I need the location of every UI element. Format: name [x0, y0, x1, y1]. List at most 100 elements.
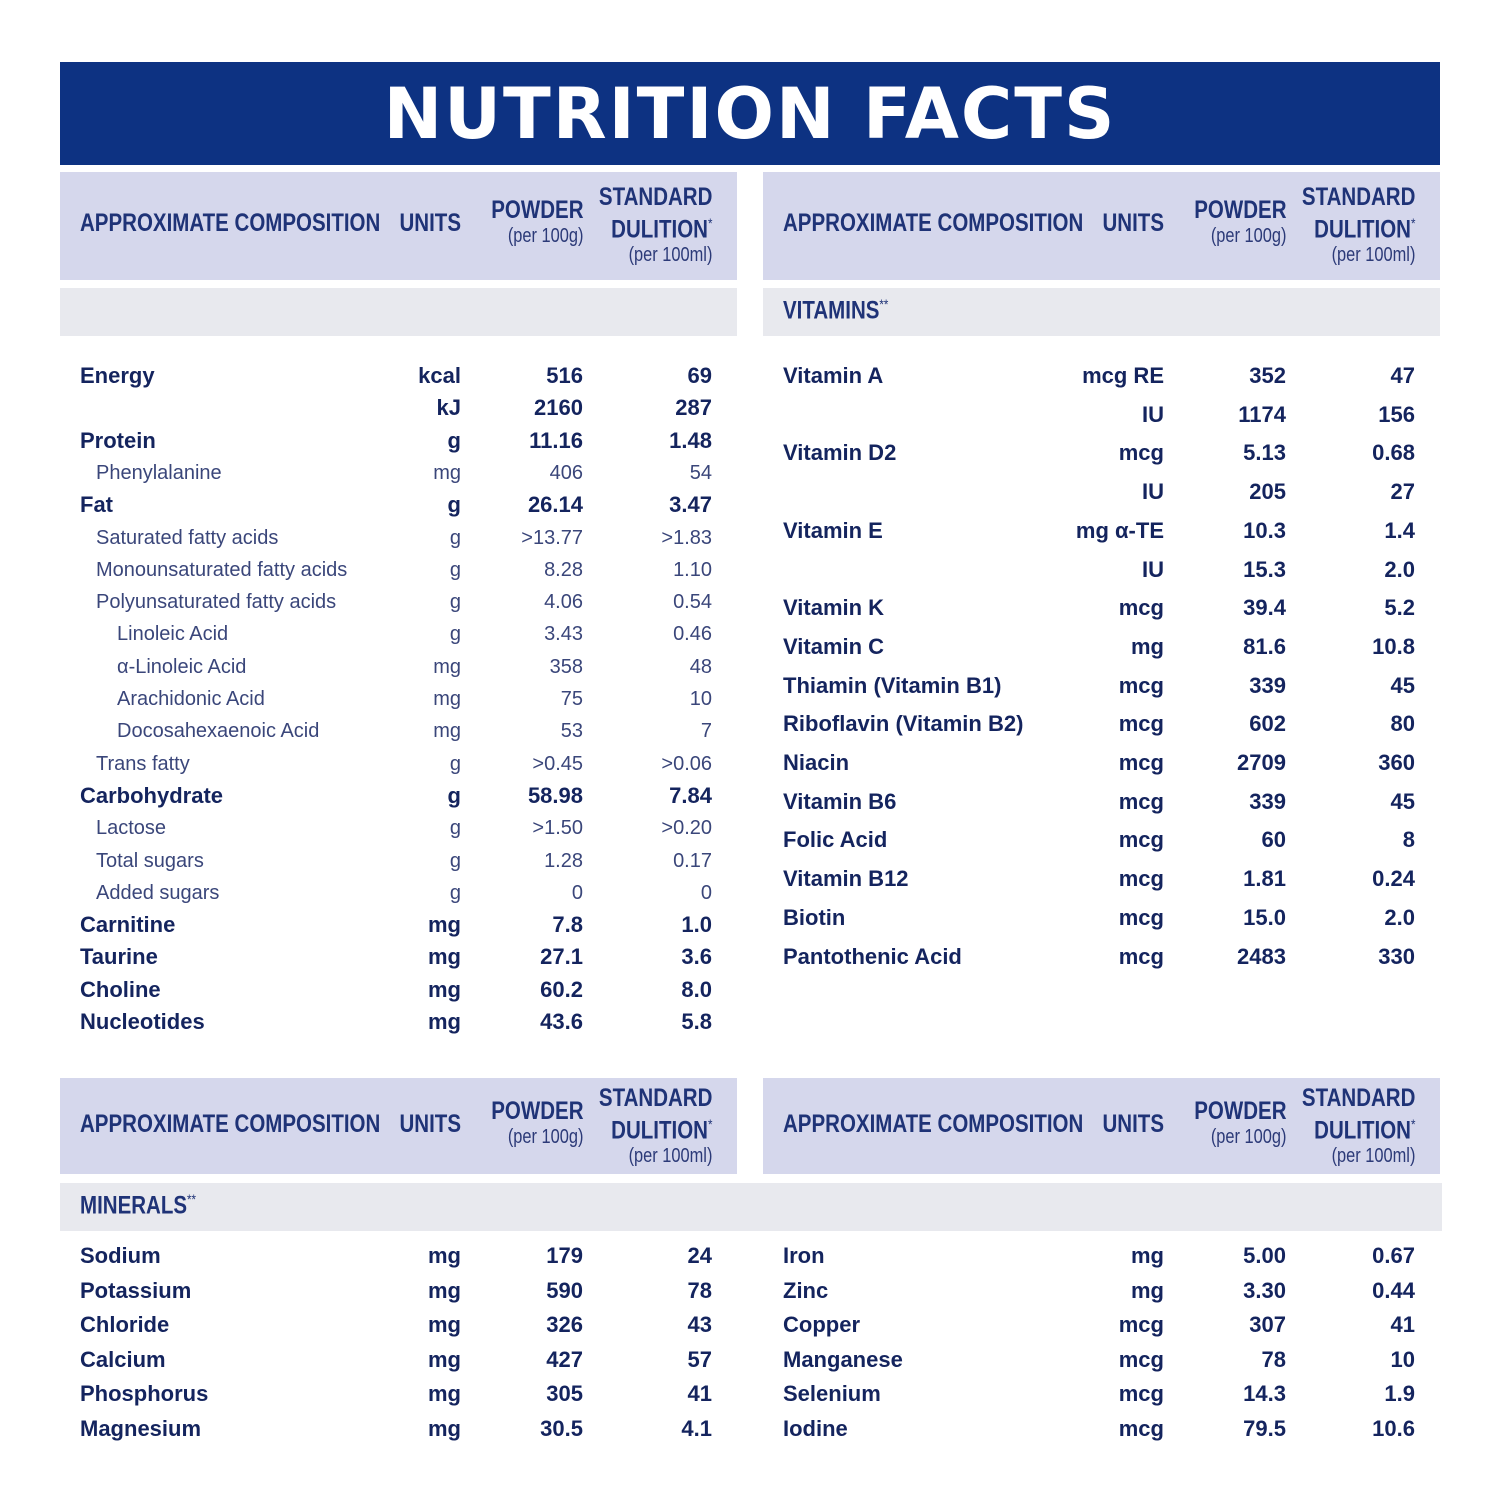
table-row: Niacin mcg 2709 360: [763, 747, 1440, 779]
cell-powder: 3.30: [1243, 1277, 1286, 1303]
cell-standard: 1.4: [1384, 517, 1415, 543]
cell-standard: 69: [687, 363, 712, 388]
minerals-right-panel: APPROXIMATE COMPOSITION UNITS POWDER (per 1…: [763, 1078, 1440, 1478]
cell-name: Magnesium: [80, 1416, 202, 1441]
cell-name: Sodium: [80, 1243, 161, 1268]
header-powder: POWDER (per 100g): [1194, 197, 1286, 249]
cell-standard: 8.0: [681, 976, 712, 1002]
cell-standard: 10: [1390, 1346, 1415, 1372]
cell-powder: 2709: [1237, 750, 1286, 775]
cell-powder: 15.3: [1243, 556, 1286, 582]
cell-standard: 0.17: [673, 849, 712, 872]
cell-powder: 1174: [1238, 401, 1286, 427]
table-row: Monounsaturated fatty acids g 8.28 1.10: [60, 554, 737, 586]
cell-powder: 30.5: [540, 1416, 583, 1441]
table-row: Carnitine mg 7.8 1.0: [60, 909, 737, 941]
header-powder: POWDER (per 100g): [491, 197, 583, 249]
header-powder-label: POWDER: [1193, 196, 1286, 224]
cell-unit: g: [447, 427, 461, 453]
cell-standard: 41: [1390, 1312, 1415, 1338]
table-row: Iodine mcg 79.5 10.6: [763, 1413, 1440, 1445]
cell-unit: mcg: [1118, 1416, 1164, 1441]
cell-unit: mcg: [1118, 672, 1164, 698]
cell-standard: 1.0: [681, 912, 712, 938]
table-row: Phosphorus mg 305 41: [60, 1378, 737, 1410]
header-dulition-label: DULITION: [1313, 215, 1411, 244]
cell-name: Vitamin K: [783, 595, 885, 621]
cell-unit: IU: [1142, 401, 1164, 427]
cell-unit: g: [449, 849, 461, 872]
header-dulition-label: DULITION: [610, 215, 708, 244]
cell-standard: >1.83: [661, 526, 712, 549]
cell-standard: 10.8: [1372, 633, 1415, 659]
cell-name: Calcium: [80, 1346, 166, 1372]
cell-powder: 75: [560, 688, 583, 710]
cell-unit: mcg: [1118, 1312, 1164, 1338]
cell-unit: g: [449, 526, 461, 549]
cell-name: Energy: [80, 363, 155, 388]
table-row: Phenylalanine mg 406 54: [60, 457, 737, 489]
cell-name: Protein: [80, 427, 156, 453]
header-standard: STANDARD DULITION* (per 100ml): [1301, 1085, 1415, 1169]
cell-powder: 339: [1249, 672, 1286, 698]
table-row: Magnesium mg 30.5 4.1: [60, 1413, 737, 1445]
cell-standard: 5.2: [1384, 595, 1415, 621]
table-row: IU 1174 156: [763, 399, 1440, 431]
cell-standard: 156: [1378, 401, 1415, 427]
table-row: Selenium mcg 14.3 1.9: [763, 1378, 1440, 1410]
table-row: Potassium mg 590 78: [60, 1275, 737, 1307]
header-standard: STANDARD DULITION* (per 100ml): [1301, 184, 1415, 268]
cell-powder: 2160: [534, 395, 583, 421]
cell-unit: g: [447, 492, 461, 518]
header-composition: APPROXIMATE COMPOSITION: [80, 1110, 381, 1138]
cell-powder: 39.4: [1243, 595, 1286, 621]
cell-powder: 352: [1249, 363, 1286, 388]
header-powder-label: POWDER: [1193, 1097, 1286, 1125]
header-standard-star: *: [707, 215, 712, 231]
cell-name: α-Linoleic Acid: [117, 655, 247, 678]
table-row: α-Linoleic Acid mg 358 48: [60, 651, 737, 683]
table-row: Protein g 11.16 1.48: [60, 425, 737, 457]
cell-unit: mcg: [1118, 827, 1164, 853]
cell-name: Phosphorus: [80, 1381, 209, 1407]
cell-unit: mg: [428, 1312, 461, 1338]
cell-powder: 516: [546, 363, 583, 388]
cell-powder: 26.14: [527, 492, 583, 518]
cell-unit: mcg: [1118, 1346, 1164, 1372]
cell-name: Trans fatty: [96, 752, 190, 775]
table-row: Folic Acid mcg 60 8: [763, 824, 1440, 856]
table-header: APPROXIMATE COMPOSITION UNITS POWDER (per 1…: [60, 1078, 737, 1174]
cell-unit: kJ: [436, 395, 461, 421]
cell-name: Biotin: [783, 904, 846, 930]
cell-standard: 10.6: [1372, 1416, 1415, 1441]
cell-powder: 5.00: [1243, 1243, 1286, 1268]
cell-standard: 2.0: [1384, 556, 1415, 582]
cell-powder: 5.13: [1243, 440, 1286, 466]
cell-name: Nucleotides: [80, 1009, 205, 1034]
table-row: Iron mg 5.00 0.67: [763, 1240, 1440, 1272]
cell-standard: 27: [1390, 479, 1415, 505]
cell-standard: 7: [700, 720, 712, 743]
table-row: Vitamin C mg 81.6 10.8: [763, 631, 1440, 663]
cell-standard: 2.0: [1384, 904, 1415, 930]
cell-name: Vitamin D2: [783, 440, 897, 466]
cell-standard: 41: [687, 1381, 712, 1407]
cell-unit: mcg: [1118, 711, 1164, 737]
cell-powder: 406: [549, 461, 583, 484]
cell-standard: 1.10: [673, 558, 712, 581]
table-row: Choline mg 60.2 8.0: [60, 974, 737, 1006]
cell-unit: mcg: [1118, 440, 1164, 466]
table-row: Manganese mcg 78 10: [763, 1344, 1440, 1376]
header-composition: APPROXIMATE COMPOSITION: [783, 1110, 1084, 1138]
header-standard-sub: (per 100ml): [628, 1145, 712, 1168]
header-powder-sub: (per 100g): [507, 1126, 583, 1148]
cell-standard: 7.84: [669, 782, 712, 808]
cell-standard: 78: [687, 1277, 712, 1303]
header-dulition-label: DULITION: [610, 1116, 708, 1145]
cell-unit: g: [447, 782, 461, 808]
cell-unit: mcg: [1118, 750, 1164, 775]
cell-unit: mg: [1131, 1243, 1164, 1268]
cell-name: Polyunsaturated fatty acids: [96, 591, 337, 614]
cell-unit: mg: [428, 912, 461, 938]
cell-name: Saturated fatty acids: [96, 526, 279, 549]
